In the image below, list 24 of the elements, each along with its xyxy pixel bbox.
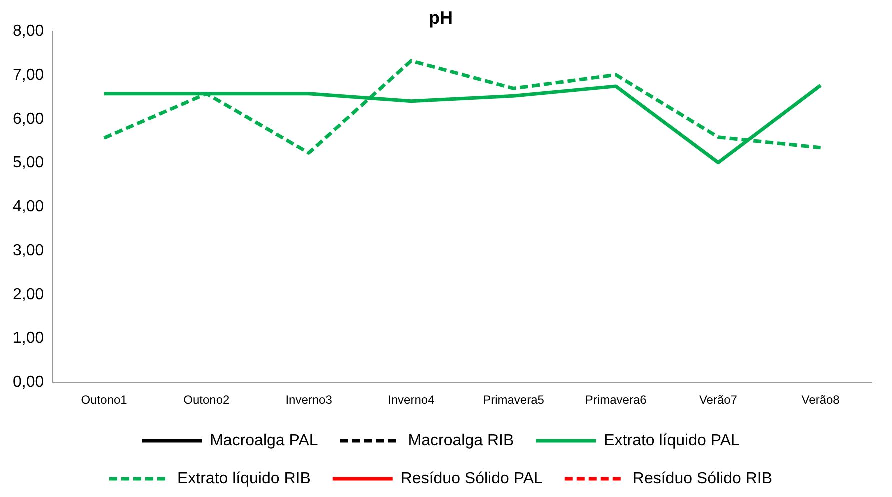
x-tick-label: Inverno3: [286, 393, 333, 408]
y-tick-label: 1,00: [13, 330, 44, 348]
y-tick-label: 3,00: [13, 242, 44, 260]
x-tick-label: Outono2: [184, 393, 230, 408]
x-tick-label: Verão7: [699, 393, 738, 408]
y-tick-label: 4,00: [13, 198, 44, 216]
y-tick-label: 7,00: [13, 66, 44, 84]
y-tick-label: 2,00: [13, 286, 44, 304]
legend-label: Extrato líquido PAL: [604, 432, 740, 450]
y-tick-label: 8,00: [13, 23, 44, 40]
x-tick-label: Outono1: [81, 393, 128, 408]
x-tick-label: Primavera5: [483, 393, 545, 408]
legend-label: Extrato líquido RIB: [177, 470, 311, 488]
chart-title: pH: [429, 8, 453, 28]
y-tick-label: 0,00: [13, 374, 44, 392]
legend-label: Resíduo Sólido PAL: [400, 470, 543, 488]
x-tick-label: Verão8: [802, 393, 840, 408]
x-tick-label: Primavera6: [585, 393, 648, 408]
y-tick-label: 5,00: [13, 154, 44, 172]
legend-label: Macroalga PAL: [210, 432, 318, 450]
legend-label: Macroalga RIB: [408, 432, 514, 450]
x-tick-label: Inverno4: [388, 393, 436, 408]
legend-label: Resíduo Sólido RIB: [632, 470, 773, 488]
y-tick-label: 6,00: [13, 110, 44, 128]
